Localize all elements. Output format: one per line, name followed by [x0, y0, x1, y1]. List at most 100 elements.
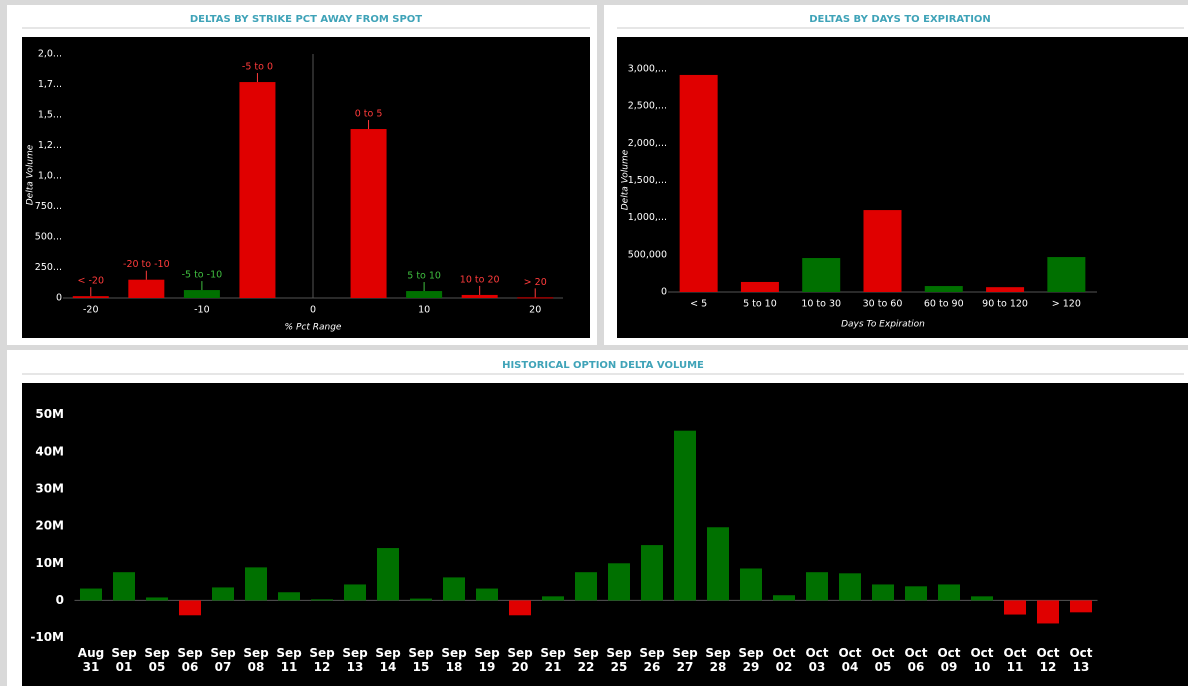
y-tick-label: 10M [35, 556, 64, 570]
x-tick-label: Sep 15 [408, 646, 434, 674]
x-tick-label: Sep 07 [210, 646, 236, 674]
x-tick-label: Oct 12 [1036, 646, 1060, 674]
x-tick-label: Sep 20 [507, 646, 533, 674]
x-tick-label: Sep 19 [474, 646, 500, 674]
plot-area [22, 37, 590, 338]
bar [1037, 600, 1059, 624]
y-axis-label: Delta Volume [621, 149, 631, 210]
x-tick-label: 30 to 60 [863, 299, 903, 310]
y-tick-label: 3,000,... [628, 64, 667, 75]
bar [839, 573, 861, 601]
y-tick-label: 20M [35, 519, 64, 533]
y-tick-label: 750... [35, 201, 62, 212]
x-tick-label: Oct 03 [805, 646, 829, 674]
x-tick-label: Sep 28 [705, 646, 731, 674]
bar [179, 600, 201, 616]
x-tick-label: 10 [418, 305, 430, 316]
bar [406, 291, 443, 298]
x-tick-label: Sep 11 [276, 646, 302, 674]
bar [183, 290, 220, 298]
bar-label: 10 to 20 [460, 274, 500, 285]
y-tick-label: -10M [30, 630, 64, 644]
bar [938, 584, 960, 601]
bar [924, 286, 963, 292]
x-tick-label: Sep 12 [309, 646, 335, 674]
bar-label: -5 to 0 [242, 62, 273, 73]
bar [278, 592, 300, 601]
x-tick-label: -10 [194, 305, 210, 316]
bar [311, 599, 333, 601]
bar [146, 597, 168, 601]
y-tick-label: 2,0... [38, 49, 62, 60]
x-tick-label: Sep 01 [111, 646, 137, 674]
y-tick-label: 0 [56, 293, 62, 304]
y-tick-label: 0 [56, 593, 64, 607]
bar [80, 588, 102, 601]
x-tick-label: 60 to 90 [924, 299, 964, 310]
bar [509, 600, 531, 616]
x-tick-label: Sep 25 [606, 646, 632, 674]
x-tick-label: 10 to 30 [801, 299, 841, 310]
bar [806, 572, 828, 601]
y-tick-label: 500,000 [628, 249, 667, 260]
bar-label: > 20 [524, 277, 547, 288]
y-tick-label: 30M [35, 482, 64, 496]
bar-label: -20 to -10 [123, 259, 170, 270]
bar-label: 0 to 5 [355, 109, 383, 120]
x-tick-label: < 5 [690, 299, 707, 310]
x-tick-label: Oct 04 [838, 646, 862, 674]
y-tick-label: 500... [35, 232, 62, 243]
bar [641, 545, 663, 601]
x-tick-label: 20 [529, 305, 541, 316]
bar [128, 279, 165, 298]
x-tick-label: Sep 13 [342, 646, 368, 674]
bar [350, 129, 387, 298]
chart-title: DELTAS BY STRIKE PCT AWAY FROM SPOT [190, 14, 422, 25]
bar [773, 595, 795, 601]
bar [872, 584, 894, 601]
bar [863, 210, 902, 292]
x-tick-label: 5 to 10 [743, 299, 777, 310]
bar-label: < -20 [78, 276, 105, 287]
y-tick-label: 1,500,... [628, 175, 667, 186]
y-tick-label: 40M [35, 444, 64, 458]
x-tick-label: Sep 21 [540, 646, 566, 674]
x-tick-label: Sep 18 [441, 646, 467, 674]
bar-label: -5 to -10 [182, 270, 223, 281]
plot-area [22, 383, 1188, 686]
bar [344, 584, 366, 601]
bar [575, 572, 597, 601]
x-axis-label: Days To Expiration [841, 320, 925, 330]
y-axis-label: Delta Volume [26, 144, 36, 205]
bar-label: 5 to 10 [407, 271, 441, 282]
x-tick-label: Sep 29 [738, 646, 764, 674]
bar [905, 586, 927, 601]
bar [608, 563, 630, 601]
x-tick-label: Aug 31 [77, 646, 105, 674]
bar [740, 568, 762, 601]
y-tick-label: 1,5... [38, 110, 62, 121]
x-tick-label: Oct 10 [970, 646, 994, 674]
y-tick-label: 1,7... [38, 79, 62, 90]
y-tick-label: 2,000,... [628, 138, 667, 149]
bar [1004, 600, 1026, 615]
y-tick-label: 50M [35, 407, 64, 421]
bar [740, 281, 779, 292]
x-tick-label: -20 [83, 305, 99, 316]
x-tick-label: Sep 05 [144, 646, 170, 674]
bar [679, 74, 718, 293]
bar [72, 296, 109, 298]
bar [443, 577, 465, 601]
bar [212, 587, 234, 601]
bar [802, 258, 841, 292]
x-tick-label: Oct 13 [1069, 646, 1093, 674]
bar [410, 598, 432, 601]
y-tick-label: 250... [35, 262, 62, 273]
x-tick-label: 90 to 120 [982, 299, 1028, 310]
bar [986, 287, 1025, 292]
bar [245, 567, 267, 601]
bar [674, 430, 696, 601]
chart-title: HISTORICAL OPTION DELTA VOLUME [502, 360, 704, 371]
